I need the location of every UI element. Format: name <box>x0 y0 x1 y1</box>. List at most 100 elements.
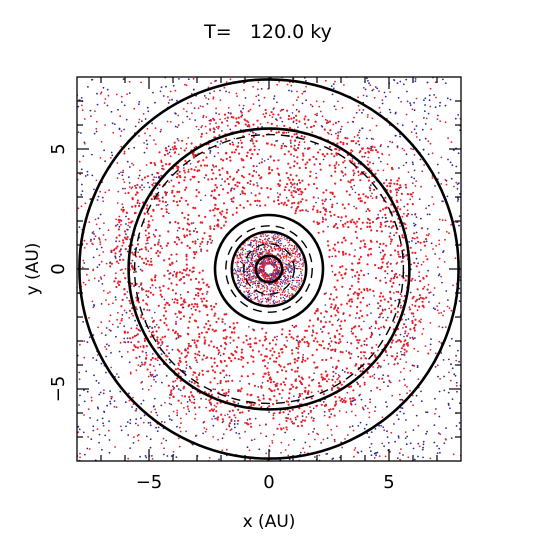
red-particle <box>277 352 281 355</box>
blue-particle <box>147 110 150 113</box>
red-particle <box>192 374 195 376</box>
blue-particle <box>353 205 355 208</box>
red-particle <box>146 175 149 178</box>
red-particle <box>125 211 128 214</box>
red-particle <box>161 200 164 203</box>
red-particle <box>103 389 105 391</box>
red-particle <box>382 169 385 172</box>
red-particle <box>192 395 195 398</box>
red-particle <box>423 240 426 243</box>
red-particle <box>297 110 301 113</box>
blue-particle <box>408 240 410 243</box>
blue-particle <box>414 78 417 80</box>
red-particle <box>92 268 95 271</box>
red-particle <box>333 306 336 309</box>
red-particle <box>267 196 270 199</box>
red-particle <box>162 215 165 218</box>
red-particle <box>279 179 282 182</box>
blue-particle <box>301 415 304 418</box>
red-particle <box>223 359 226 363</box>
red-particle <box>396 355 399 358</box>
red-particle <box>97 326 99 329</box>
red-particle <box>242 206 245 209</box>
red-particle <box>398 393 401 396</box>
blue-particle <box>405 78 408 81</box>
red-particle <box>427 140 430 143</box>
red-particle <box>396 201 399 204</box>
red-particle <box>279 283 282 286</box>
red-particle <box>192 251 196 254</box>
red-particle <box>351 269 354 272</box>
red-particle <box>434 81 437 84</box>
red-particle <box>150 385 153 387</box>
red-particle <box>394 357 397 360</box>
red-particle <box>301 360 304 363</box>
red-particle <box>128 399 131 402</box>
red-particle <box>176 126 179 129</box>
red-particle <box>173 145 176 148</box>
red-particle <box>184 349 187 352</box>
red-particle <box>418 271 421 273</box>
blue-particle <box>126 297 128 299</box>
blue-particle <box>454 374 457 377</box>
red-particle <box>172 148 175 151</box>
red-particle <box>381 442 384 445</box>
red-particle <box>212 209 215 212</box>
blue-particle <box>423 117 425 119</box>
blue-particle <box>315 201 317 204</box>
red-particle <box>337 376 340 379</box>
red-particle <box>120 319 123 322</box>
blue-particle <box>227 111 230 114</box>
red-particle <box>165 192 168 195</box>
red-particle <box>153 162 156 164</box>
red-particle <box>301 191 304 194</box>
red-particle <box>203 326 206 329</box>
blue-particle <box>155 287 157 289</box>
red-particle <box>261 327 264 330</box>
red-particle <box>203 427 206 429</box>
red-particle <box>278 363 281 366</box>
blue-particle <box>138 103 140 106</box>
red-particle <box>295 386 298 390</box>
red-particle <box>140 316 143 319</box>
blue-particle <box>90 238 92 241</box>
red-particle <box>342 143 345 146</box>
red-particle <box>366 371 369 374</box>
red-particle <box>219 381 222 385</box>
red-particle <box>315 348 318 351</box>
red-particle <box>268 297 270 299</box>
blue-particle <box>155 176 157 179</box>
red-particle <box>165 163 168 166</box>
particle-cloud <box>77 77 461 461</box>
red-particle <box>193 168 196 172</box>
red-particle <box>396 261 399 264</box>
red-particle <box>240 348 244 351</box>
red-particle <box>382 182 386 185</box>
red-particle <box>107 303 110 306</box>
red-particle <box>236 185 239 188</box>
red-particle <box>168 181 171 184</box>
red-particle <box>185 186 188 189</box>
red-particle <box>276 125 278 127</box>
blue-particle <box>276 289 279 292</box>
red-particle <box>326 424 329 427</box>
red-particle <box>185 84 188 87</box>
blue-particle <box>128 92 131 94</box>
red-particle <box>263 96 266 99</box>
blue-particle <box>418 298 421 301</box>
red-particle <box>275 248 277 250</box>
blue-particle <box>402 83 405 86</box>
red-particle <box>315 100 318 103</box>
red-particle <box>232 177 235 180</box>
red-particle <box>184 188 187 191</box>
red-particle <box>294 191 298 194</box>
red-particle <box>353 172 356 175</box>
red-particle <box>351 332 355 335</box>
red-particle <box>379 313 382 316</box>
red-particle <box>302 447 305 450</box>
red-particle <box>346 302 349 305</box>
red-particle <box>344 222 347 225</box>
red-particle <box>269 349 272 352</box>
red-particle <box>265 142 268 145</box>
